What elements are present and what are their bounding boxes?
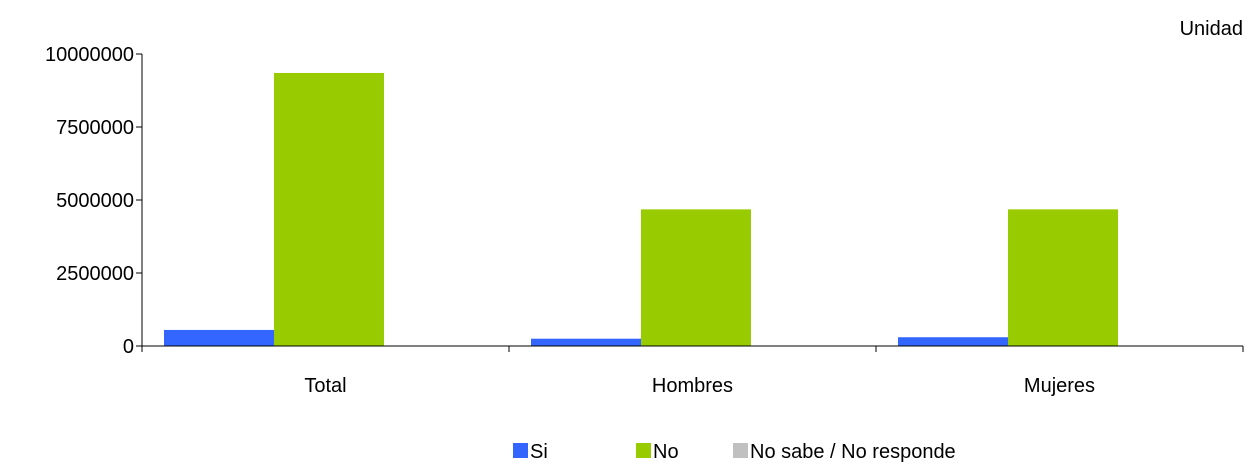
unit-label: Unidad (1180, 18, 1243, 40)
bar-si-total (164, 329, 274, 346)
bar-si-hombres (531, 338, 641, 346)
y-tick-label: 0 (123, 336, 134, 358)
legend-swatch-no (636, 443, 651, 458)
legend-label-si: Si (530, 441, 548, 463)
legend-label-no-sabe-no-responde: No sabe / No responde (750, 441, 956, 463)
x-tick-label: Mujeres (1024, 375, 1095, 397)
bar-no-total (274, 72, 384, 346)
legend-label-no: No (653, 441, 679, 463)
bar-si-mujeres (898, 337, 1008, 346)
x-tick-label: Hombres (652, 375, 733, 397)
y-tick-label: 2500000 (56, 263, 134, 285)
y-tick-label: 10000000 (45, 44, 134, 66)
legend-swatch-si (513, 443, 528, 458)
bar-no-mujeres (1008, 209, 1118, 346)
y-tick-label: 5000000 (56, 190, 134, 212)
bar-no-hombres (641, 209, 751, 346)
x-tick-label: Total (304, 375, 346, 397)
y-tick-label: 7500000 (56, 117, 134, 139)
legend-swatch-no-sabe-no-responde (733, 443, 748, 458)
